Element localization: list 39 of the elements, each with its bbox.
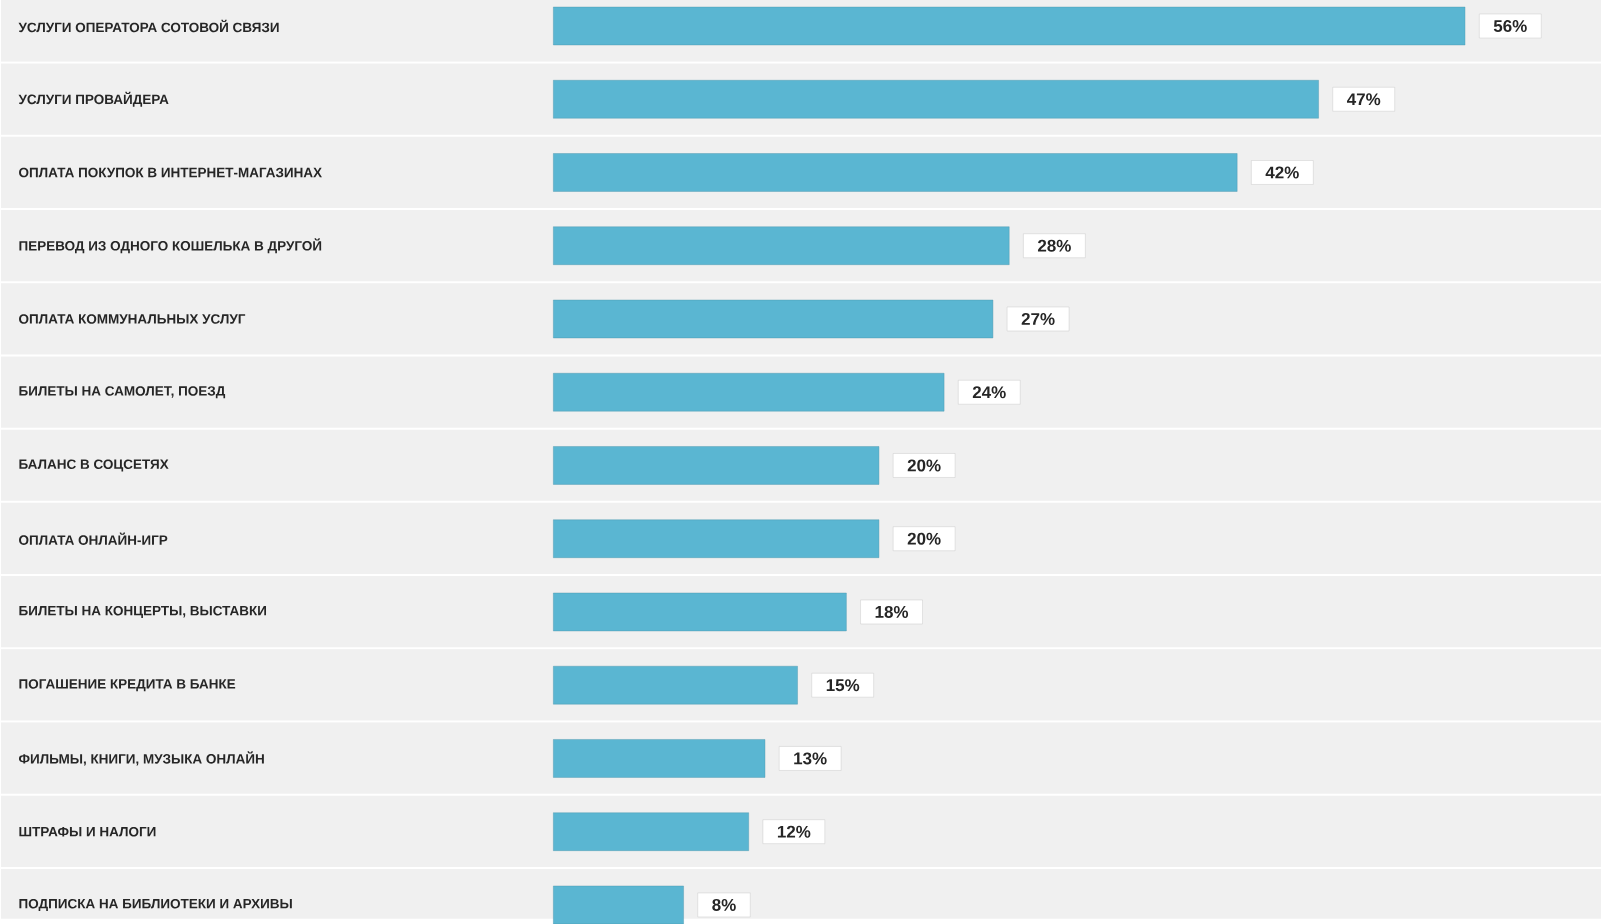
- y-tick-label: БАЛАНС В СОЦСЕТЯХ: [19, 459, 169, 472]
- y-tick-label: ОПЛАТА КОММУНАЛЬНЫХ УСЛУГ: [19, 314, 246, 324]
- bar: [553, 519, 880, 558]
- data-label: 24%: [972, 386, 1006, 399]
- data-label: 42%: [1265, 166, 1299, 179]
- bar: [553, 665, 798, 705]
- data-label: 47%: [1346, 93, 1381, 106]
- y-tick-label: БИЛЕТЫ НА САМОЛЕТ, ПОЕЗД: [19, 386, 226, 399]
- y-tick-label: ПЕРЕВОД ИЗ ОДНОГО КОШЕЛЬКА В ДРУГОЙ: [19, 238, 322, 254]
- bar: [553, 446, 880, 485]
- bar: [553, 739, 766, 778]
- bar: [553, 226, 1010, 265]
- data-label: 20%: [907, 532, 941, 545]
- bar: [553, 373, 945, 412]
- data-label: 28%: [1037, 239, 1071, 252]
- bar: [553, 299, 994, 339]
- bar: [553, 885, 684, 924]
- y-tick-label: ШТРАФЫ И НАЛОГИ: [19, 826, 156, 837]
- bar: [553, 153, 1238, 192]
- data-label: 8%: [712, 898, 736, 911]
- y-tick-label: БИЛЕТЫ НА КОНЦЕРТЫ, ВЫСТАВКИ: [19, 605, 266, 618]
- data-label: 15%: [826, 679, 860, 692]
- data-label: 56%: [1493, 19, 1527, 32]
- bar: [553, 592, 847, 632]
- y-tick-label: ПОДПИСКА НА БИБЛИОТЕКИ И АРХИВЫ: [19, 898, 292, 911]
- y-tick-label: ОПЛАТА ОНЛАЙН-ИГР: [19, 532, 168, 545]
- bar: [553, 6, 1466, 46]
- data-label: 13%: [794, 752, 827, 765]
- data-label: 20%: [907, 459, 941, 472]
- data-label: 12%: [777, 825, 811, 838]
- y-tick-label: УСЛУГИ ПРОВАЙДЕРА: [18, 91, 169, 107]
- data-label: 27%: [1021, 312, 1055, 325]
- data-label: 18%: [875, 605, 909, 618]
- y-tick-label: ОПЛАТА ПОКУПОК В ИНТЕРНЕТ-МАГАЗИНАХ: [19, 167, 322, 178]
- y-tick-label: ФИЛЬМЫ, КНИГИ, МУЗЫКА ОНЛАЙН: [18, 751, 264, 766]
- y-tick-label: ПОГАШЕНИЕ КРЕДИТА В БАНКЕ: [19, 679, 236, 692]
- bar: [553, 80, 1319, 119]
- bar: [553, 812, 749, 851]
- y-tick-label: УСЛУГИ ОПЕРАТОРА СОТОВОЙ СВЯЗИ: [18, 19, 279, 33]
